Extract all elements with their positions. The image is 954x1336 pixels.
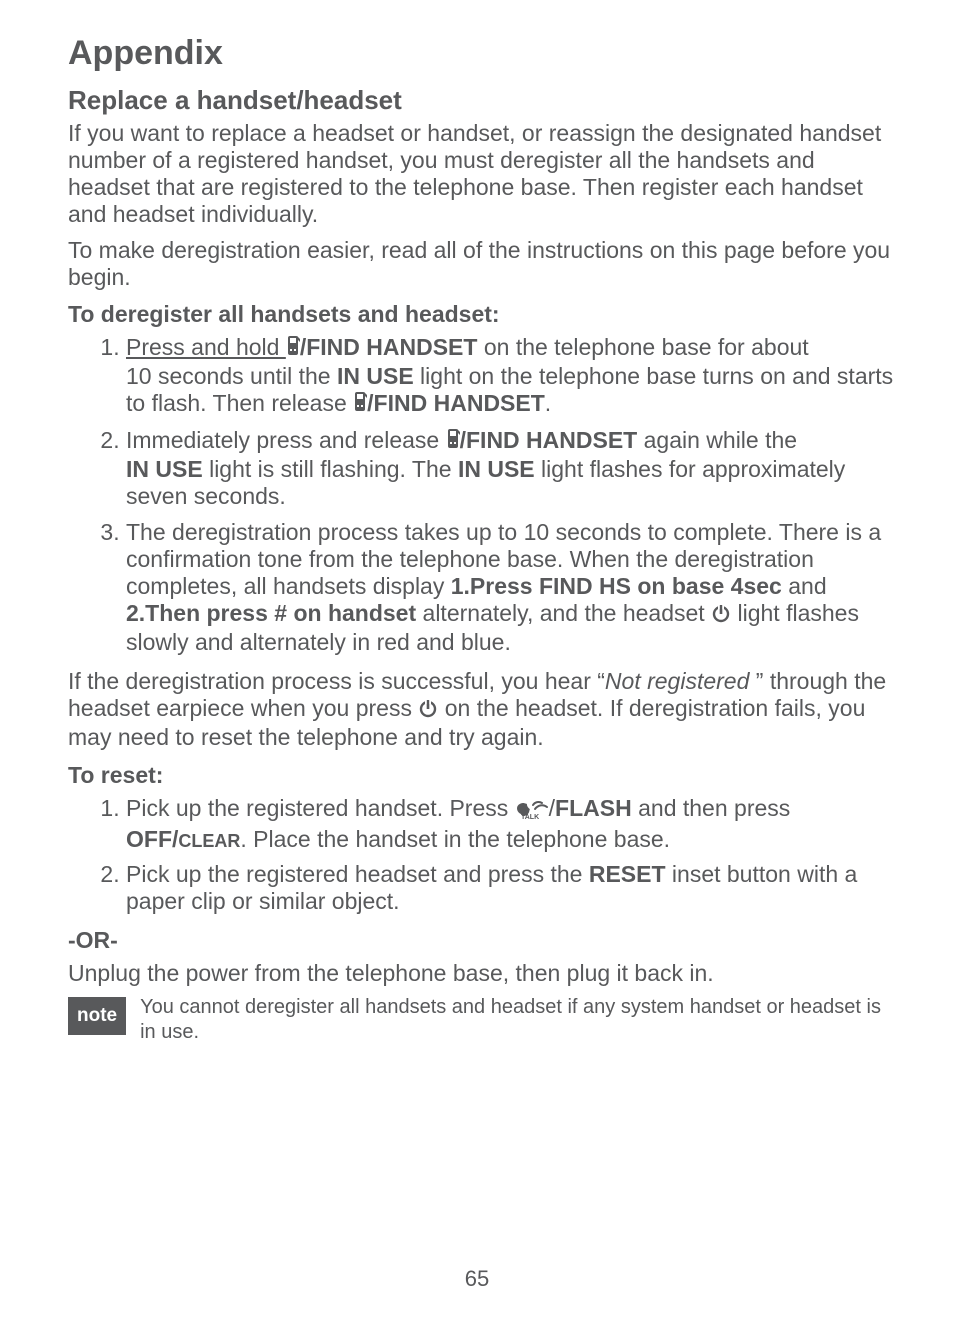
dereg-result-paragraph: If the deregistration process is success… [68, 668, 894, 751]
text-bold: FLASH [555, 795, 632, 821]
text-bold: IN USE [126, 456, 203, 482]
text: Immediately press and release [126, 427, 446, 453]
text: again while the [637, 427, 797, 453]
text-italic: Not registered [605, 668, 756, 694]
text-bold: /FIND HANDSET [367, 390, 545, 416]
text: . [545, 390, 551, 416]
text: alternately, and the headset [416, 600, 711, 626]
text: on the telephone base for about [477, 334, 808, 360]
list-item: Immediately press and release /FIND HAND… [126, 427, 894, 510]
text-bold: /FIND HANDSET [300, 334, 478, 360]
text: 10 seconds until the [126, 363, 337, 389]
note-text: You cannot deregister all handsets and h… [140, 995, 894, 1044]
note-badge: note [68, 997, 126, 1035]
list-item: Pick up the registered handset. Press TA… [126, 795, 894, 853]
text: Pick up the registered headset and press… [126, 861, 589, 887]
page: Appendix Replace a handset/headset If yo… [0, 0, 954, 1336]
text-bold: /FIND HANDSET [460, 427, 638, 453]
list-item: The deregistration process takes up to 1… [126, 519, 894, 657]
unplug-paragraph: Unplug the power from the telephone base… [68, 960, 894, 987]
dereg-steps-list: Press and hold /FIND HANDSET on the tele… [68, 334, 894, 656]
text: and [782, 573, 827, 599]
page-number: 65 [0, 1266, 954, 1292]
svg-text:TALK: TALK [521, 814, 539, 820]
text-bold-small: CLEAR [178, 831, 240, 851]
intro-paragraph-1: If you want to replace a headset or hand… [68, 120, 894, 229]
or-separator: -OR- [68, 927, 894, 954]
text: Pick up the registered handset. Press [126, 795, 515, 821]
text: and then press [632, 795, 791, 821]
handset-icon [286, 335, 300, 363]
text-bold: 2.Then press # on handset [126, 600, 416, 626]
text: If the deregistration process is success… [68, 668, 605, 694]
text-underline: Press and hold [126, 334, 286, 360]
text-bold: IN USE [337, 363, 414, 389]
list-item: Press and hold /FIND HANDSET on the tele… [126, 334, 894, 419]
intro-paragraph-2: To make deregistration easier, read all … [68, 237, 894, 291]
handset-icon [353, 391, 367, 419]
dereg-heading: To deregister all handsets and headset: [68, 301, 894, 328]
text-bold: 1.Press FIND HS on base 4sec [451, 573, 782, 599]
text-bold: OFF/ [126, 826, 178, 852]
list-item: Pick up the registered headset and press… [126, 861, 894, 915]
text-bold: IN USE [458, 456, 535, 482]
text-bold: RESET [589, 861, 666, 887]
reset-steps-list: Pick up the registered handset. Press TA… [68, 795, 894, 916]
handset-icon [446, 428, 460, 456]
reset-heading: To reset: [68, 762, 894, 789]
text: light is still flashing. The [203, 456, 458, 482]
talk-icon: TALK [515, 796, 549, 826]
page-title: Appendix [68, 34, 894, 73]
section-subtitle: Replace a handset/headset [68, 85, 894, 116]
note-row: note You cannot deregister all handsets … [68, 995, 894, 1044]
text: . Place the handset in the telephone bas… [240, 826, 670, 852]
power-icon [418, 697, 438, 724]
power-icon [711, 602, 731, 629]
